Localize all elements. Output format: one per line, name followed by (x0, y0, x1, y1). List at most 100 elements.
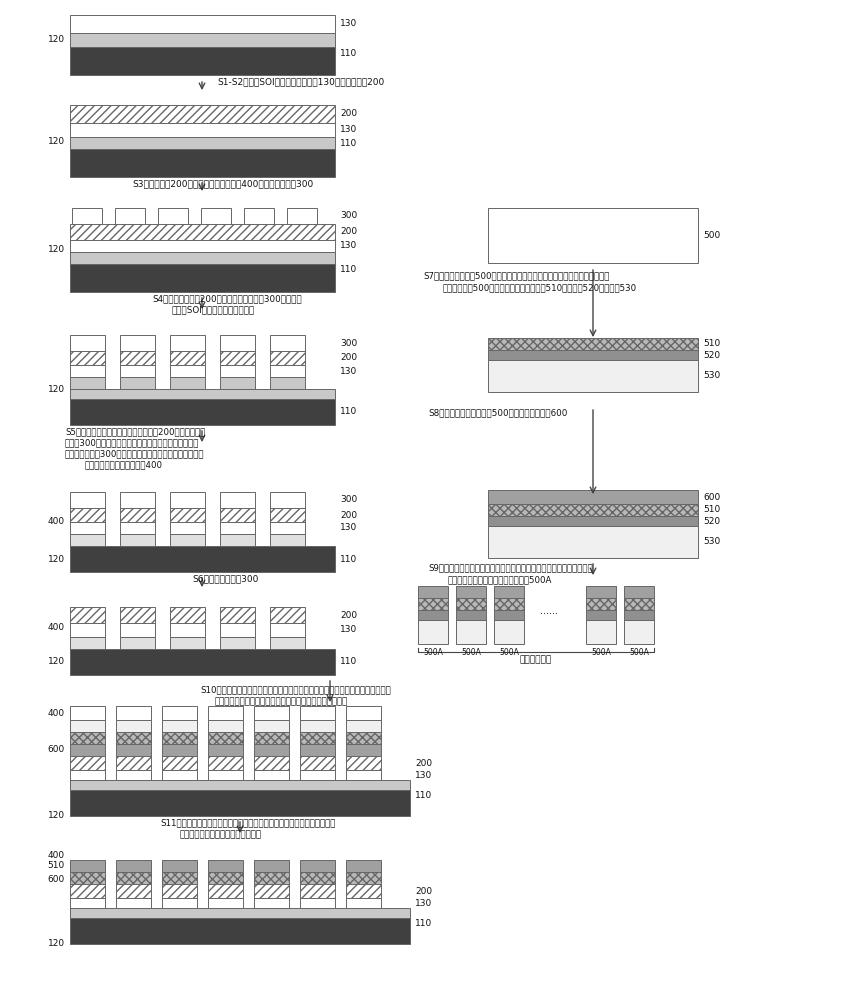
Text: 110: 110 (340, 658, 357, 666)
Bar (493, 586, 523, 598)
Bar (162, 706, 197, 720)
Text: 300: 300 (340, 212, 357, 221)
Text: 晶体薄膜层分离，得到电光晶体薄膜: 晶体薄膜层分离，得到电光晶体薄膜 (180, 830, 262, 840)
Bar (170, 522, 204, 534)
Text: 110: 110 (340, 138, 357, 147)
Bar (70, 252, 335, 264)
Bar (270, 607, 305, 623)
Bar (70, 33, 335, 47)
Text: 刻蚀掉，形成目标凹槽阵列400: 刻蚀掉，形成目标凹槽阵列400 (85, 460, 163, 470)
Bar (170, 637, 204, 649)
Text: 120: 120 (48, 35, 65, 44)
Bar (487, 516, 697, 526)
Bar (417, 620, 447, 644)
Bar (254, 720, 289, 732)
Bar (70, 351, 105, 365)
Text: 130: 130 (415, 770, 432, 780)
Bar (585, 598, 615, 610)
Bar (346, 770, 381, 780)
Bar (346, 732, 381, 744)
Bar (72, 208, 102, 224)
Text: 530: 530 (702, 538, 719, 546)
Bar (270, 637, 305, 649)
Bar (208, 860, 243, 872)
Bar (487, 526, 697, 558)
Text: 510: 510 (702, 506, 719, 514)
Bar (220, 335, 255, 351)
Bar (270, 508, 305, 522)
Bar (120, 351, 155, 365)
Bar (220, 351, 255, 365)
Text: 500A: 500A (628, 648, 648, 657)
Bar (70, 790, 410, 816)
Bar (120, 492, 155, 508)
Text: 530: 530 (702, 371, 719, 380)
Text: 500: 500 (702, 231, 719, 239)
Bar (346, 744, 381, 756)
Text: 120: 120 (48, 245, 65, 254)
Bar (162, 898, 197, 908)
Text: 110: 110 (340, 49, 357, 58)
Text: 600: 600 (48, 876, 65, 884)
Bar (120, 623, 155, 637)
Bar (120, 377, 155, 389)
Bar (70, 240, 335, 252)
Text: 120: 120 (48, 385, 65, 394)
Bar (162, 720, 197, 732)
Bar (208, 744, 243, 756)
Text: 500A: 500A (423, 648, 442, 657)
Bar (115, 208, 145, 224)
Bar (162, 872, 197, 884)
Text: 200: 200 (340, 354, 357, 362)
Bar (116, 756, 151, 770)
Text: 130: 130 (340, 366, 357, 375)
Bar (208, 872, 243, 884)
Bar (254, 872, 289, 884)
Bar (220, 508, 255, 522)
Bar (208, 756, 243, 770)
Bar (585, 586, 615, 598)
Bar (70, 389, 335, 399)
Bar (120, 508, 155, 522)
Bar (417, 610, 447, 620)
Text: 300: 300 (340, 495, 357, 504)
Bar (220, 377, 255, 389)
Bar (487, 208, 697, 263)
Text: ......: ...... (539, 606, 557, 616)
Bar (70, 918, 410, 944)
Bar (70, 492, 105, 508)
Bar (254, 756, 289, 770)
Bar (120, 637, 155, 649)
Bar (120, 607, 155, 623)
Bar (208, 732, 243, 744)
Bar (300, 770, 335, 780)
Bar (300, 720, 335, 732)
Bar (300, 706, 335, 720)
Bar (300, 732, 335, 744)
Bar (162, 732, 197, 744)
Bar (487, 360, 697, 392)
Bar (70, 224, 335, 240)
Bar (300, 756, 335, 770)
Bar (70, 105, 335, 123)
Text: S10、将各个所述电光晶体切片转移至所述目标凹槽阵列中对应的凹槽内，且与所: S10、将各个所述电光晶体切片转移至所述目标凹槽阵列中对应的凹槽内，且与所 (199, 686, 390, 694)
Bar (70, 508, 105, 522)
Bar (70, 637, 105, 649)
Text: 400: 400 (48, 850, 65, 859)
Bar (162, 756, 197, 770)
Bar (70, 399, 335, 425)
Bar (270, 534, 305, 546)
Bar (346, 898, 381, 908)
Text: 述目标凹槽阵列中对应的凹槽内的衬底层键合，得到键合体: 述目标凹槽阵列中对应的凹槽内的衬底层键合，得到键合体 (215, 698, 348, 706)
Bar (120, 534, 155, 546)
Bar (70, 335, 105, 351)
Bar (270, 365, 305, 377)
Bar (70, 546, 335, 572)
Bar (220, 365, 255, 377)
Bar (170, 335, 204, 351)
Bar (417, 598, 447, 610)
Bar (120, 522, 155, 534)
Text: 400: 400 (48, 708, 65, 718)
Bar (254, 706, 289, 720)
Text: S5、采用湿法刻蚀方法，由所述电极层200表面没有被所: S5、采用湿法刻蚀方法，由所述电极层200表面没有被所 (65, 428, 205, 436)
